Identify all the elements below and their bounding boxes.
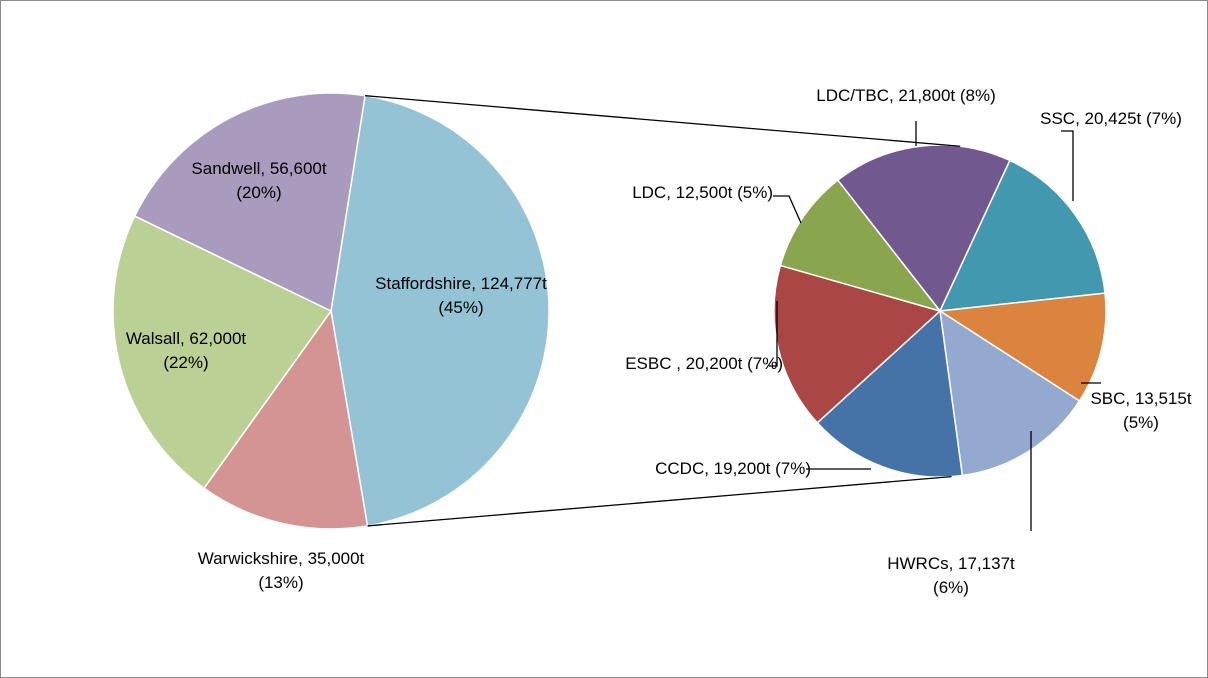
- connector-line: [365, 95, 961, 147]
- leader-line: [1061, 130, 1074, 201]
- data-label: LDC, 12,500t (5%): [632, 183, 773, 202]
- data-label: Warwickshire, 35,000t (13%): [197, 549, 365, 592]
- data-label: Walsall, 62,000t (22%): [125, 329, 247, 372]
- data-label: LDC/TBC, 21,800t (8%): [816, 86, 996, 105]
- pie-slice: [133, 92, 366, 313]
- pie-slice: [939, 309, 1081, 477]
- data-label: SBC, 13,515t (5%): [1090, 389, 1192, 432]
- pie-slice: [937, 292, 1107, 403]
- data-label: Sandwell, 56,600t (20%): [191, 159, 327, 202]
- connector-line: [367, 475, 952, 527]
- pie-slice: [112, 215, 333, 490]
- data-label: Staffordshire, 124,777t (45%): [375, 274, 547, 317]
- leader-line: [773, 195, 802, 224]
- pie-slice: [202, 309, 369, 530]
- pie-slice: [779, 179, 943, 313]
- data-label: CCDC, 19,200t (7%): [655, 459, 811, 478]
- leader-line: [769, 301, 778, 367]
- data-label: ESBC , 20,200t (7%): [625, 354, 783, 373]
- pie-slice: [773, 264, 942, 424]
- data-label: SSC, 20,425t (7%): [1040, 109, 1182, 128]
- pie-slice: [330, 94, 550, 527]
- pie-slice: [938, 159, 1106, 312]
- data-label: HWRCs, 17,137t (6%): [887, 554, 1015, 597]
- pie-slice: [836, 144, 1011, 313]
